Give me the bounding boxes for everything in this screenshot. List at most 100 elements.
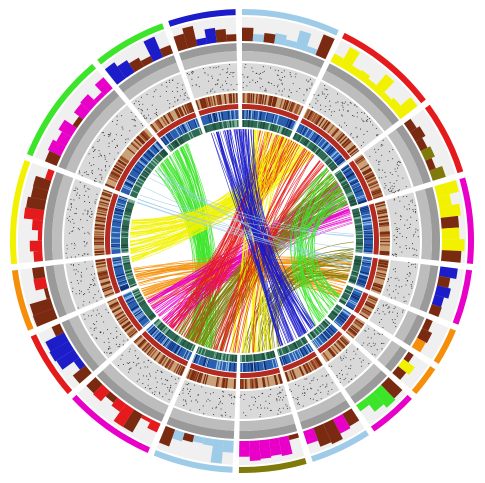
segment-band [452,269,473,325]
green-mark [126,274,134,278]
green-mark [353,262,361,265]
scatter-point [190,400,192,402]
green-mark [323,155,329,162]
scatter-point [133,125,135,127]
heat-mark [150,349,158,358]
histogram-bar [117,60,135,79]
segment-s7 [327,304,436,395]
scatter-point [83,194,85,196]
scatter-point [87,211,89,213]
scatter-point [91,172,94,174]
scatter-point [408,208,411,210]
heat-mark [313,114,320,124]
scatter-point [86,242,88,244]
histogram-bar [105,391,118,403]
scatter-point [107,133,109,136]
green-mark [181,339,186,347]
grey-ring-outer [395,124,431,184]
scatter-point [197,401,199,403]
green-mark [277,125,281,133]
scatter-point [229,395,231,397]
scatter-point [221,415,223,417]
green-mark [277,349,281,357]
scatter-point [382,144,384,146]
heat-mark [100,281,111,287]
heat-mark [219,94,223,105]
scatter-point [381,154,383,156]
scatter-point [413,248,415,250]
scatter-point [377,308,379,310]
green-mark [355,242,363,244]
heat-ring-track [359,294,379,320]
green-mark [280,347,284,355]
heat-mark [117,159,127,166]
blue-mark [174,345,180,354]
heat-mark [112,167,123,174]
scatter-point [309,103,311,105]
scatter-point [121,354,123,356]
scatter-point [234,396,236,399]
grey-ring-outer [118,55,177,93]
scatter-point [100,178,102,180]
green-mark [326,159,333,166]
scatter-point [232,72,234,74]
scatter-point [117,365,119,367]
scatter-point [209,67,211,69]
scatter-point [227,68,229,70]
scatter-point [93,277,95,279]
scatter-point [219,402,221,404]
scatter-point [122,363,125,365]
blue-mark [114,209,124,213]
blue-mark [126,178,135,184]
blue-mark [342,166,351,173]
scatter-point [98,150,100,152]
scatter-point [184,95,186,97]
heat-mark [97,206,108,211]
green-mark [342,183,349,188]
green-mark [309,332,315,339]
green-mark [303,138,308,146]
scatter-point [73,247,75,249]
link-chord [238,129,293,342]
blue-mark [357,280,367,284]
heat-mark [304,363,311,373]
blue-mark [113,265,123,269]
scatter-point [74,244,76,246]
scatter-point [168,389,170,391]
scatter-point [362,359,364,361]
scatter-point [86,213,88,215]
histogram-bar [434,285,451,299]
heat-mark [162,115,170,125]
scatter-point [318,94,320,96]
blue-mark [358,276,368,280]
green-mark [134,292,141,297]
heat-mark [282,99,287,110]
blue-mark [346,173,355,179]
scatter-point [276,86,279,88]
heat-mark [94,224,105,227]
scatter-point [138,108,140,110]
blue-mark [337,159,346,166]
green-mark [231,354,234,362]
link-chord [161,162,197,342]
heat-mark [104,183,115,189]
histogram-bar [313,423,332,447]
heat-mark [311,359,318,369]
heat-mark [355,156,365,164]
scatter-point [97,140,99,142]
heat-mark [295,104,301,115]
scatter-point [282,399,284,401]
scatter-track [287,366,340,411]
scatter-point [278,392,280,394]
histogram-bar [32,175,52,191]
green-mark [177,138,182,145]
scatter-point [159,95,161,97]
scatter-point [397,292,399,294]
link-chord [133,262,343,291]
grey-ring-outer [43,171,64,261]
blue-mark [304,345,311,354]
scatter-point [182,392,184,394]
scatter-point [393,255,395,257]
heat-mark [96,265,107,269]
